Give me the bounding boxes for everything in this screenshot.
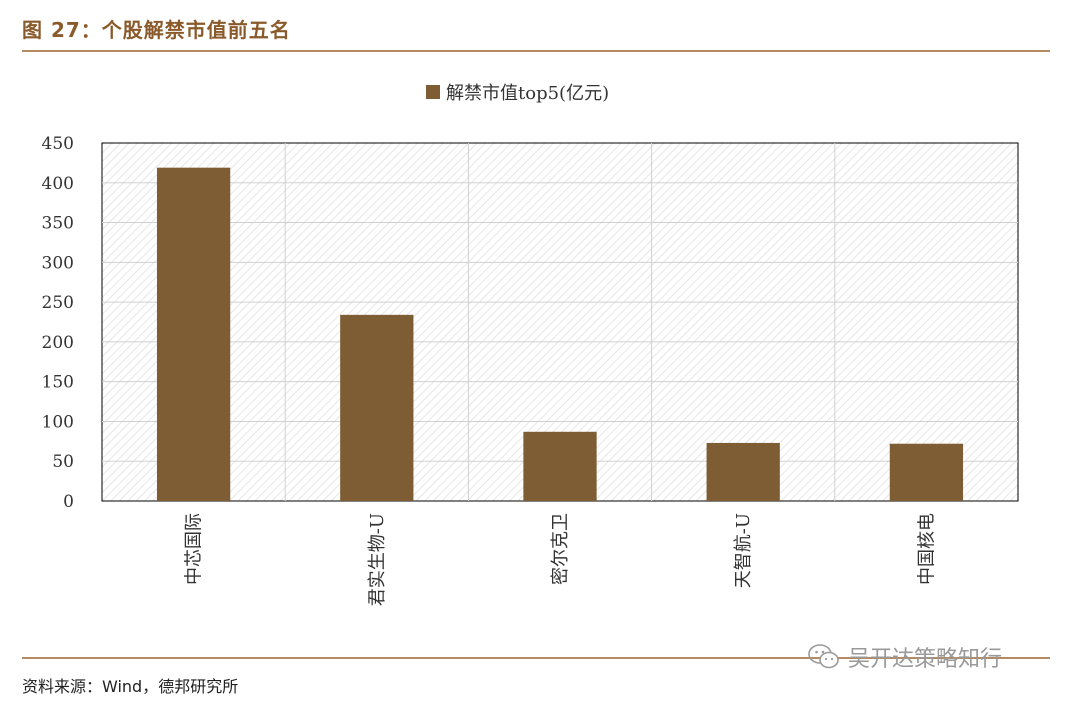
x-axis-categories: 中芯国际 君实生物-U 密尔克卫 天智航-U 中国核电 [184,513,938,606]
x-category-label: 中国核电 [916,513,937,585]
bar [340,314,414,501]
legend-swatch [426,85,440,99]
y-tick-label: 150 [42,373,74,393]
y-tick-label: 0 [63,492,74,512]
wechat-icon [808,644,839,669]
y-tick-label: 400 [42,174,74,194]
watermark: 吴开达策略知行 [808,641,1002,673]
chart-legend: 解禁市值top5(亿元) [426,79,609,105]
y-tick-label: 450 [42,134,74,154]
y-tick-label: 250 [42,293,74,313]
bar [523,431,597,501]
watermark-text: 吴开达策略知行 [848,647,1003,672]
x-category-label: 中芯国际 [184,513,205,585]
y-tick-label: 200 [42,333,74,353]
source-note: 资料来源：Wind，德邦研究所 [22,677,239,696]
y-tick-label: 100 [42,412,74,432]
y-tick-label: 50 [52,452,74,472]
bar [889,443,964,501]
x-category-label: 密尔克卫 [550,513,571,585]
bars [156,167,964,501]
x-category-label: 君实生物-U [367,513,388,606]
bottom-divider [22,657,1050,659]
legend-label: 解禁市值top5(亿元) [446,83,610,104]
top-divider [22,50,1050,52]
y-tick-label: 300 [42,253,74,273]
gridlines [102,143,1018,501]
figure-title: 图 27：个股解禁市值前五名 [22,18,291,42]
x-category-label: 天智航-U [733,513,754,588]
y-axis-ticks: 0 50 100 150 200 250 300 350 400 450 [42,134,74,512]
bar [156,167,231,501]
y-tick-label: 350 [42,214,74,234]
bar [706,442,780,501]
